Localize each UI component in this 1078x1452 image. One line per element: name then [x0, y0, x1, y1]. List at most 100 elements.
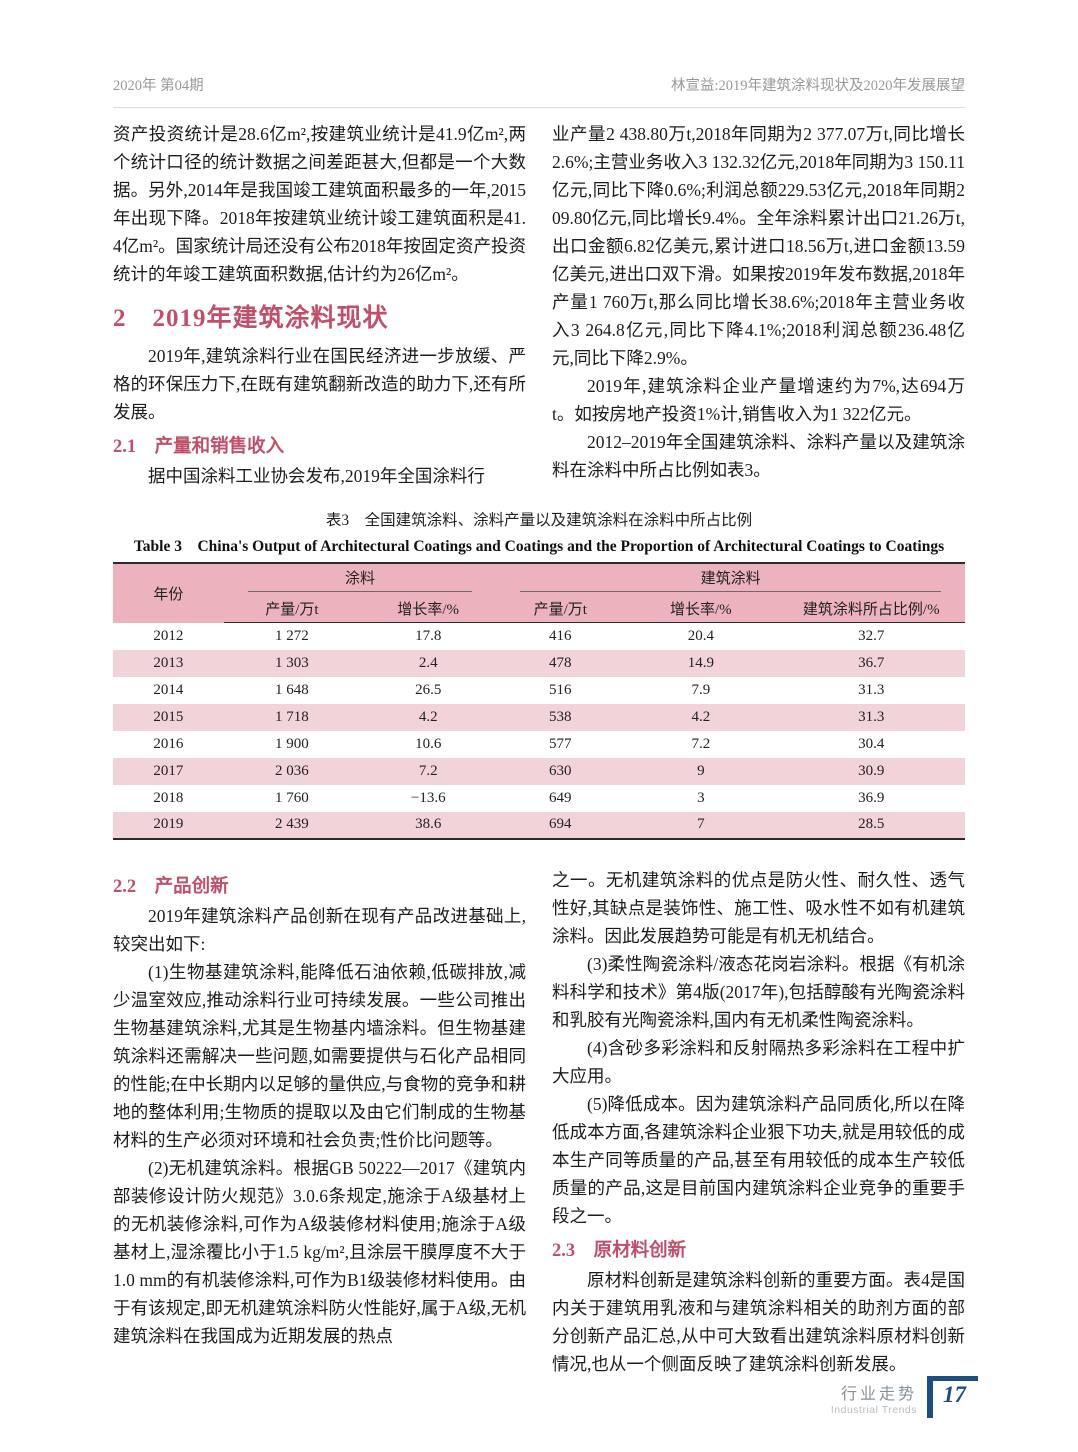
table-body: 2012 1 272 17.8 416 20.4 32.7 2013 1 303 2.4 478 1… [113, 623, 965, 839]
table-cell: 630 [549, 762, 572, 779]
col-header-year: 年份 [153, 586, 184, 603]
table-cell: 9 [697, 762, 705, 779]
table-cell: 2013 [153, 654, 184, 671]
bottom-two-columns: 2.2 产品创新 2019年建筑涂料产品创新在现有产品改进基础上,较突出如下: … [113, 866, 965, 1378]
page-footer: 行业走势 Industrial Trends 17 [831, 1376, 978, 1418]
top-right-column: 业产量2 438.80万t,2018年同期为2 377.07万t,同比增长2.6… [552, 120, 965, 490]
table-cell: 7.9 [691, 681, 711, 698]
table-cell: 2 036 [275, 762, 309, 779]
table-cell: 30.9 [858, 762, 885, 779]
table-cell: 4.2 [691, 708, 711, 725]
section-2-1-heading: 2.1 产量和销售收入 [113, 437, 285, 457]
col-header-output-arch: 产量/万t [496, 595, 625, 623]
bottom-left-column: 2.2 产品创新 2019年建筑涂料产品创新在现有产品改进基础上,较突出如下: … [113, 866, 526, 1378]
col-header-growth-arch: 增长率/% [624, 595, 778, 623]
section-2-2-heading: 2.2 产品创新 [113, 876, 229, 897]
table-cell: 577 [549, 735, 572, 752]
footer-section-cn: 行业走势 [840, 1386, 917, 1403]
table-cell: 7.2 [418, 762, 438, 779]
table-caption-cn: 表3 全国建筑涂料、涂料产量以及建筑涂料在涂料中所占比例 [325, 512, 753, 529]
paragraph: 原材料创新是建筑涂料创新的重要方面。表4是国内关于建筑用乳液和与建筑涂料相关的助… [552, 1269, 965, 1374]
paragraph: (1)生物基建筑涂料,能降低石油依赖,低碳排放,减少温室效应,推动涂料行业可持续… [113, 961, 526, 1150]
table-cell: 2017 [153, 762, 184, 779]
running-title: 林宣益:2019年建筑涂料现状及2020年发展展望 [670, 78, 965, 94]
table-cell: 26.5 [415, 681, 442, 698]
paragraph: (3)柔性陶瓷涂料/液态花岗岩涂料。根据《有机涂料科学和技术》第4版(2017年… [552, 953, 965, 1030]
table-cell: 14.9 [687, 654, 714, 671]
table-row: 2014 1 648 26.5 516 7.9 31.3 [113, 677, 965, 704]
table-cell: 30.4 [858, 735, 885, 752]
table-cell: 1 900 [275, 735, 309, 752]
table-row: 2012 1 272 17.8 416 20.4 32.7 [113, 623, 965, 650]
paragraph: 业产量2 438.80万t,2018年同期为2 377.07万t,同比增长2.6… [552, 124, 965, 368]
table-header: 年份 涂料 建筑涂料 产量/万t 增长率/% 产量/万t 增长率/% 建筑涂料所… [113, 563, 965, 623]
paragraph: 资产投资统计是28.6亿m²,按建筑业统计是41.9亿m²,两个统计口径的统计数… [113, 124, 526, 284]
table-cell: 2015 [153, 708, 184, 725]
table-3: 年份 涂料 建筑涂料 产量/万t 增长率/% 产量/万t 增长率/% 建筑涂料所… [113, 562, 965, 840]
paragraph: 2019年,建筑涂料企业产量增速约为7%,达694万t。如按房地产投资1%计,销… [552, 376, 965, 424]
top-two-columns: 资产投资统计是28.6亿m²,按建筑业统计是41.9亿m²,两个统计口径的统计数… [113, 120, 965, 490]
table-cell: 1 760 [275, 789, 309, 806]
table-cell: 516 [549, 681, 572, 698]
table-cell: 2016 [153, 735, 184, 752]
col-header-output: 产量/万t [223, 595, 361, 623]
table-cell: 38.6 [415, 816, 442, 832]
table-cell: 694 [549, 816, 572, 832]
paragraph: 据中国涂料工业协会发布,2019年全国涂料行 [148, 466, 485, 486]
table-cell: 36.9 [858, 789, 885, 806]
table-cell: 3 [697, 789, 705, 806]
group-header-coatings-label: 涂料 [247, 567, 473, 592]
paragraph: 2012–2019年全国建筑涂料、涂料产量以及建筑涂料在涂料中所占比例如表3。 [552, 432, 965, 480]
table-row: 2018 1 760 −13.6 649 3 36.9 [113, 785, 965, 812]
table-cell: 478 [549, 654, 572, 671]
paragraph: (5)降低成本。因为建筑涂料产品同质化,所以在降低成本方面,各建筑涂料企业狠下功… [552, 1093, 965, 1226]
footer-labels: 行业走势 Industrial Trends [831, 1376, 917, 1416]
section-2-heading: 2 2019年建筑涂料现状 [113, 305, 389, 332]
table-cell: 2 439 [275, 816, 309, 832]
table-cell: 416 [549, 627, 572, 644]
group-header-coatings: 涂料 [224, 563, 497, 595]
table-cell: 2012 [153, 627, 184, 644]
table-cell: −13.6 [410, 789, 446, 806]
section-2-3-heading: 2.3 原材料创新 [552, 1240, 687, 1261]
paragraph: 2019年建筑涂料产品创新在现有产品改进基础上,较突出如下: [113, 905, 526, 954]
col-header-growth: 增长率/% [360, 595, 497, 623]
table-cell: 2019 [153, 816, 184, 832]
running-head: 2020年 第04期 林宣益:2019年建筑涂料现状及2020年发展展望 [113, 0, 965, 108]
table-cell: 2.4 [418, 654, 438, 671]
table-cell: 31.3 [858, 681, 885, 698]
table-cell: 17.8 [415, 627, 442, 644]
table-row: 2017 2 036 7.2 630 9 30.9 [113, 757, 965, 785]
table-row: 2019 2 439 38.6 694 7 28.5 [113, 811, 965, 839]
table-cell: 36.7 [858, 654, 885, 671]
group-header-arch-coatings: 建筑涂料 [496, 563, 965, 595]
table-cell: 10.6 [415, 735, 442, 752]
table-cell: 1 648 [275, 681, 309, 698]
table-cell: 649 [549, 789, 572, 806]
footer-section-en: Industrial Trends [830, 1404, 917, 1416]
table-cell: 2018 [153, 789, 184, 806]
issue-label: 2020年 第04期 [113, 78, 204, 94]
table-cell: 1 303 [275, 654, 309, 671]
paragraph: 之一。无机建筑涂料的优点是防火性、耐久性、透气性好,其缺点是装饰性、施工性、吸水… [552, 869, 965, 946]
table-caption-en: Table 3 China's Output of Architectural … [133, 538, 945, 555]
page-number: 17 [927, 1376, 978, 1418]
table-row: 2013 1 303 2.4 478 14.9 36.7 [113, 649, 965, 677]
table-cell: 1 272 [275, 627, 309, 644]
top-left-column: 资产投资统计是28.6亿m²,按建筑业统计是41.9亿m²,两个统计口径的统计数… [113, 120, 526, 490]
table-cell: 538 [549, 708, 572, 725]
table-row: 2016 1 900 10.6 577 7.2 30.4 [113, 731, 965, 758]
paragraph: (4)含砂多彩涂料和反射隔热多彩涂料在工程中扩大应用。 [552, 1037, 965, 1086]
table-cell: 2014 [153, 681, 184, 698]
table-cell: 4.2 [418, 708, 438, 725]
bottom-right-column: 之一。无机建筑涂料的优点是防火性、耐久性、透气性好,其缺点是装饰性、施工性、吸水… [552, 866, 965, 1378]
table-cell: 28.5 [858, 816, 885, 832]
table-cell: 7 [697, 816, 705, 832]
table-row: 2015 1 718 4.2 538 4.2 31.3 [113, 703, 965, 731]
col-header-proportion: 建筑涂料所占比例/% [777, 595, 965, 623]
table-cell: 31.3 [858, 708, 885, 725]
table-cell: 20.4 [687, 627, 714, 644]
group-header-arch-coatings-label: 建筑涂料 [520, 567, 941, 592]
table-cell: 32.7 [858, 627, 885, 644]
